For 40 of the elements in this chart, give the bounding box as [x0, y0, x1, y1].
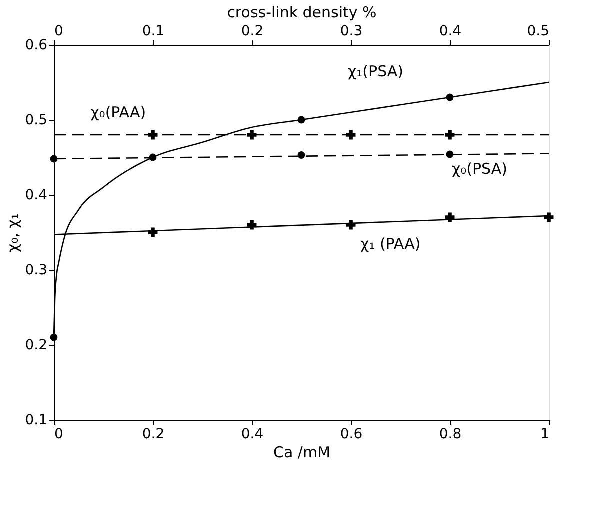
y-tick-label: 0.5	[25, 112, 48, 128]
x-tick-label: 0.8	[439, 426, 462, 442]
point	[445, 130, 455, 140]
x-tick-label: 0	[54, 426, 64, 442]
point	[446, 150, 454, 158]
y-axis-title: χ₀, χ₁	[4, 214, 22, 252]
annotation: χ₀(PSA)	[452, 160, 508, 178]
point	[346, 130, 356, 140]
y-tick-label: 0.1	[25, 412, 48, 428]
x2-tick-label: 0.1	[142, 24, 165, 40]
y-tick-label: 0.2	[25, 338, 48, 354]
point	[298, 116, 306, 124]
x-tick-label: 0.2	[142, 426, 165, 442]
y-tick-label: 0.6	[25, 38, 48, 54]
annotation: χ₁ (PAA)	[360, 234, 421, 253]
x2-tick-label: 0.5	[527, 24, 550, 40]
point	[148, 130, 158, 140]
x-axis-title: Ca /mM	[273, 444, 331, 462]
point	[346, 220, 356, 230]
y-tick-label: 0.4	[25, 188, 48, 204]
annotation: χ₁(PSA)	[348, 62, 404, 80]
point	[50, 334, 58, 342]
x-tick-label: 0.4	[241, 426, 264, 442]
point	[247, 220, 257, 230]
x2-tick-label: 0.4	[439, 24, 462, 40]
y-tick-label: 0.3	[25, 262, 48, 278]
point	[544, 212, 554, 222]
x2-tick-label: 0.3	[340, 24, 363, 40]
x2-axis-title: cross-link density %	[227, 4, 377, 22]
x2-tick-label: 0	[54, 24, 64, 40]
annotation: χ₀(PAA)	[90, 104, 146, 122]
x2-tick-label: 0.2	[241, 24, 264, 40]
point	[50, 155, 58, 163]
point	[148, 228, 158, 238]
point	[298, 152, 306, 159]
point	[247, 130, 257, 140]
point	[446, 94, 454, 102]
x-tick-label: 1	[540, 426, 550, 442]
x-tick-label: 0.6	[340, 426, 363, 442]
point	[445, 212, 455, 222]
